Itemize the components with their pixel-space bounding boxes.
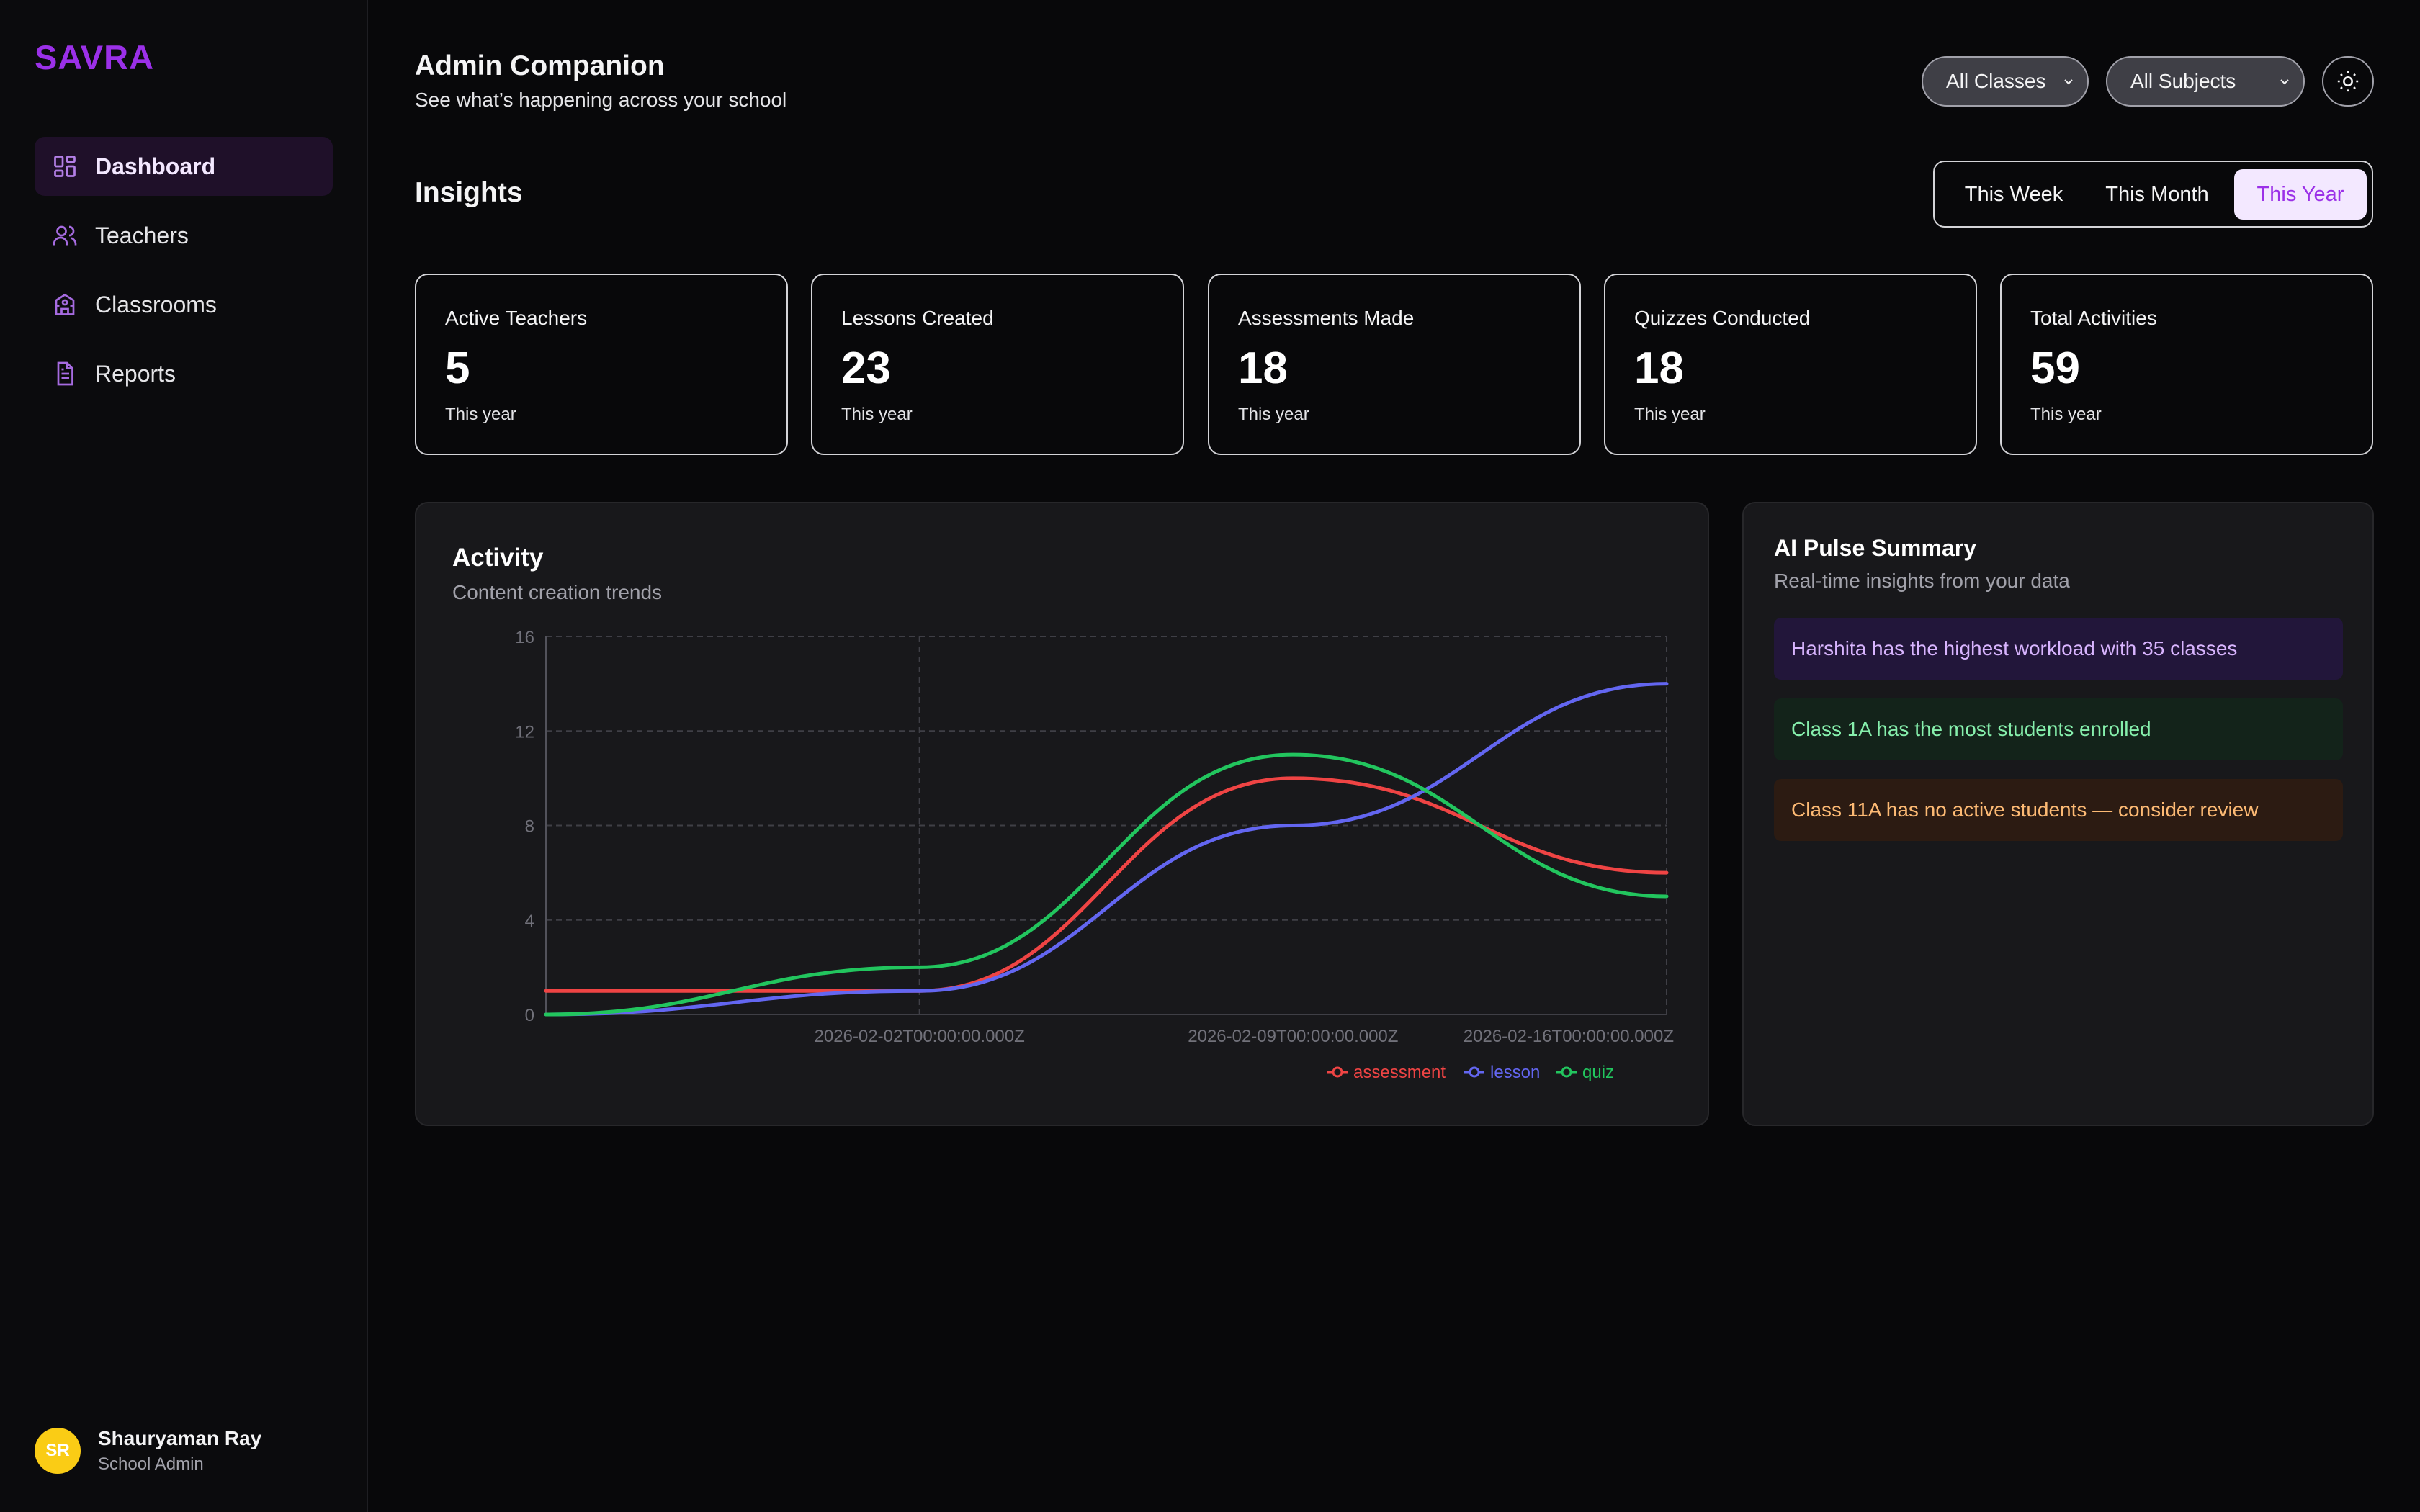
stat-card-total-activities: Total Activities 59 This year [2000, 274, 2373, 455]
sidebar: SAVRA Dashboard Teachers Classrooms [0, 0, 368, 1512]
user-role: School Admin [98, 1454, 204, 1474]
range-this-month[interactable]: This Month [2105, 182, 2209, 206]
user-name: Shauryaman Ray [98, 1427, 262, 1449]
stat-value: 5 [445, 343, 470, 393]
theme-toggle-button[interactable] [2322, 56, 2374, 107]
user-profile[interactable]: SR Shauryaman Ray School Admin [35, 1427, 261, 1475]
stat-label: Assessments Made [1238, 307, 1415, 329]
stat-period: This year [445, 405, 516, 424]
chevron-down-icon [2064, 79, 2073, 85]
sun-icon [2337, 71, 2359, 92]
activity-subtitle: Content creation trends [452, 581, 663, 603]
sidebar-item-label: Teachers [95, 222, 189, 248]
subject-filter-select[interactable]: All Subjects [2106, 56, 2305, 107]
subject-filter-value: All Subjects [2130, 70, 2236, 92]
legend-marker-assessment [1332, 1066, 1343, 1078]
legend-marker-quiz [1561, 1066, 1572, 1078]
range-this-year[interactable]: This Year [2234, 169, 2367, 220]
stat-card-active-teachers: Active Teachers 5 This year [415, 274, 788, 455]
avatar: SR [35, 1428, 81, 1474]
activity-panel: Activity Content creation trends 0 4 8 12 16… [415, 502, 1709, 1126]
sidebar-item-teachers[interactable]: Teachers [35, 206, 333, 265]
dashboard-grid-icon [54, 156, 76, 177]
chart-x-tick-label: 2026-02-16T00:00:00.000Z [1464, 1027, 1674, 1046]
stat-card-lessons-created: Lessons Created 23 This year [811, 274, 1184, 455]
stat-value: 18 [1634, 343, 1684, 393]
class-filter-select[interactable]: All Classes [1922, 56, 2089, 107]
stat-period: This year [1238, 405, 1309, 424]
time-range-toggle: This Week This Month This Year [1933, 161, 2373, 228]
stat-value: 18 [1238, 343, 1288, 393]
chevron-down-icon [2280, 79, 2289, 85]
stat-label: Total Activities [2030, 307, 2157, 329]
stat-period: This year [841, 405, 913, 424]
chart-x-tick-label: 2026-02-09T00:00:00.000Z [1188, 1027, 1398, 1046]
stat-period: This year [2030, 405, 2102, 424]
stat-value: 23 [841, 343, 891, 393]
page-subtitle: See what’s happening across your school [415, 89, 787, 111]
sidebar-nav: Dashboard Teachers Classrooms Reports [35, 137, 333, 413]
chart-x-tick-label: 2026-02-02T00:00:00.000Z [815, 1027, 1025, 1046]
stat-card-quizzes-conducted: Quizzes Conducted 18 This year [1604, 274, 1977, 455]
sidebar-item-label: Dashboard [95, 153, 216, 179]
sidebar-item-classrooms[interactable]: Classrooms [35, 275, 333, 334]
chart-series-line-quiz [544, 752, 1669, 1017]
stat-period: This year [1634, 405, 1706, 424]
pulse-item-enrollment: Class 1A has the most students enrolled [1774, 698, 2343, 760]
chart-y-tick-label: 8 [525, 817, 534, 837]
activity-title: Activity [452, 544, 544, 572]
legend-marker-lesson [1469, 1066, 1480, 1078]
chart-y-tick-label: 4 [525, 912, 534, 931]
sidebar-item-reports[interactable]: Reports [35, 344, 333, 403]
ai-pulse-subtitle: Real-time insights from your data [1774, 570, 2070, 592]
class-filter-value: All Classes [1946, 70, 2046, 92]
pulse-item-review: Class 11A has no active students — consi… [1774, 779, 2343, 841]
school-icon [55, 293, 75, 315]
legend-label-assessment: assessment [1353, 1063, 1446, 1082]
page-title: Admin Companion [415, 50, 665, 81]
chart-series-line-lesson [544, 682, 1669, 1017]
legend-label-quiz: quiz [1582, 1063, 1614, 1082]
range-this-week[interactable]: This Week [1964, 182, 2063, 206]
stat-value: 59 [2030, 343, 2080, 393]
sidebar-item-label: Classrooms [95, 291, 217, 318]
sidebar-item-dashboard[interactable]: Dashboard [35, 137, 333, 196]
insights-title: Insights [415, 177, 523, 208]
chart-y-tick-label: 12 [515, 722, 534, 742]
sidebar-item-label: Reports [95, 360, 176, 387]
brand-logo[interactable]: SAVRA [35, 38, 155, 76]
ai-pulse-panel: AI Pulse Summary Real-time insights from… [1742, 502, 2374, 1126]
chart-y-tick-label: 0 [525, 1006, 534, 1025]
stat-label: Lessons Created [841, 307, 994, 329]
stat-label: Quizzes Conducted [1634, 307, 1811, 329]
stat-label: Active Teachers [445, 307, 588, 329]
ai-pulse-title: AI Pulse Summary [1774, 535, 1976, 561]
pulse-item-workload: Harshita has the highest workload with 3… [1774, 618, 2343, 680]
legend-label-lesson: lesson [1490, 1063, 1540, 1082]
chart-y-tick-label: 16 [515, 628, 534, 647]
activity-line-chart: 0 4 8 12 16 2026-02-02T00:00:00.000Z 2026-02-0… [515, 628, 1674, 1082]
stat-card-assessments-made: Assessments Made 18 This year [1208, 274, 1581, 455]
document-icon [57, 361, 73, 386]
chart-series-line-assessment [544, 776, 1669, 993]
users-icon [53, 225, 77, 246]
